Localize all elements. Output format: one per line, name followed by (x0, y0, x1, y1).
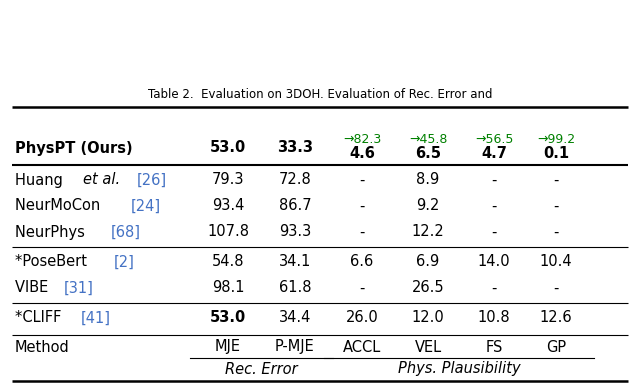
Text: VIBE: VIBE (15, 280, 53, 296)
Text: -: - (492, 199, 497, 213)
Text: [41]: [41] (81, 310, 111, 325)
Text: 26.5: 26.5 (412, 280, 444, 296)
Text: 0.1: 0.1 (543, 146, 569, 161)
Text: 9.2: 9.2 (416, 199, 440, 213)
Text: Method: Method (15, 339, 70, 355)
Text: GP: GP (546, 339, 566, 355)
Text: 12.6: 12.6 (540, 310, 572, 325)
Text: -: - (359, 199, 365, 213)
Text: 79.3: 79.3 (212, 172, 244, 188)
Text: -: - (359, 280, 365, 296)
Text: Phys. Plausibility: Phys. Plausibility (397, 362, 520, 377)
Text: 33.3: 33.3 (277, 140, 313, 156)
Text: 6.6: 6.6 (350, 255, 374, 269)
Text: 34.1: 34.1 (279, 255, 311, 269)
Text: [24]: [24] (131, 199, 161, 213)
Text: -: - (492, 172, 497, 188)
Text: 93.3: 93.3 (279, 224, 311, 240)
Text: -: - (359, 172, 365, 188)
Text: 26.0: 26.0 (346, 310, 378, 325)
Text: →45.8: →45.8 (409, 133, 447, 146)
Text: 12.2: 12.2 (412, 224, 444, 240)
Text: 86.7: 86.7 (278, 199, 311, 213)
Text: [68]: [68] (111, 224, 141, 240)
Text: →82.3: →82.3 (343, 133, 381, 146)
Text: 6.5: 6.5 (415, 146, 441, 161)
Text: [26]: [26] (136, 172, 167, 188)
Text: NeurMoCon: NeurMoCon (15, 199, 105, 213)
Text: [2]: [2] (114, 255, 135, 269)
Text: 107.8: 107.8 (207, 224, 249, 240)
Text: NeurPhys: NeurPhys (15, 224, 90, 240)
Text: MJE: MJE (215, 339, 241, 355)
Text: VEL: VEL (415, 339, 442, 355)
Text: 10.4: 10.4 (540, 255, 572, 269)
Text: 98.1: 98.1 (212, 280, 244, 296)
Text: FS: FS (485, 339, 502, 355)
Text: *PoseBert: *PoseBert (15, 255, 92, 269)
Text: 72.8: 72.8 (278, 172, 312, 188)
Text: -: - (492, 280, 497, 296)
Text: P-MJE: P-MJE (275, 339, 315, 355)
Text: 12.0: 12.0 (412, 310, 444, 325)
Text: 54.8: 54.8 (212, 255, 244, 269)
Text: Rec. Error: Rec. Error (225, 362, 298, 377)
Text: -: - (492, 224, 497, 240)
Text: Table 2.  Evaluation on 3DOH. Evaluation of Rec. Error and: Table 2. Evaluation on 3DOH. Evaluation … (148, 88, 492, 102)
Text: 93.4: 93.4 (212, 199, 244, 213)
Text: 10.8: 10.8 (477, 310, 510, 325)
Text: 4.6: 4.6 (349, 146, 375, 161)
Text: 34.4: 34.4 (279, 310, 311, 325)
Text: PhysPT (Ours): PhysPT (Ours) (15, 140, 132, 156)
Text: 61.8: 61.8 (279, 280, 311, 296)
Text: [31]: [31] (64, 280, 93, 296)
Text: ACCL: ACCL (343, 339, 381, 355)
Text: -: - (554, 224, 559, 240)
Text: -: - (554, 199, 559, 213)
Text: -: - (359, 224, 365, 240)
Text: →56.5: →56.5 (475, 133, 513, 146)
Text: 6.9: 6.9 (417, 255, 440, 269)
Text: 14.0: 14.0 (477, 255, 510, 269)
Text: *CLIFF: *CLIFF (15, 310, 66, 325)
Text: 8.9: 8.9 (417, 172, 440, 188)
Text: →99.2: →99.2 (537, 133, 575, 146)
Text: -: - (554, 280, 559, 296)
Text: Huang: Huang (15, 172, 67, 188)
Text: 53.0: 53.0 (210, 140, 246, 156)
Text: 4.7: 4.7 (481, 146, 507, 161)
Text: 53.0: 53.0 (210, 310, 246, 325)
Text: et al.: et al. (83, 172, 120, 188)
Text: -: - (554, 172, 559, 188)
